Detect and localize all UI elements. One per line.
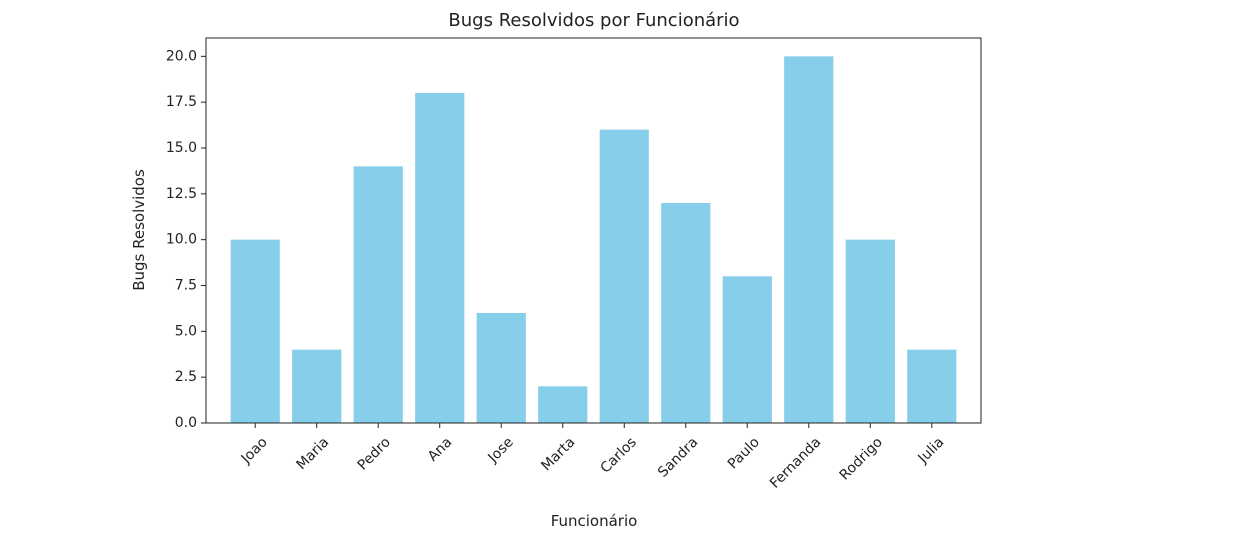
x-tick-label: Paulo — [725, 434, 763, 472]
y-tick-label: 5.0 — [175, 323, 197, 339]
y-tick-label: 20.0 — [166, 48, 197, 64]
bar — [722, 276, 772, 423]
bar — [476, 313, 526, 423]
axes-frame — [205, 37, 982, 424]
x-tick-label: Carlos — [598, 434, 640, 476]
x-tick-label: Fernanda — [767, 434, 824, 491]
bar — [599, 129, 649, 423]
y-tick-label: 0.0 — [175, 415, 197, 431]
x-tick-label: Maria — [294, 434, 333, 473]
x-tick-label: Marta — [538, 434, 578, 474]
y-axis-label: Bugs Resolvidos — [130, 169, 148, 291]
bar — [784, 56, 834, 423]
x-tick-label: Sandra — [655, 434, 701, 480]
bar — [292, 349, 342, 423]
x-tick-label: Julia — [915, 434, 948, 467]
chart-title: Bugs Resolvidos por Funcionário — [448, 10, 739, 31]
x-tick-label: Joao — [238, 434, 271, 467]
x-tick-label: Rodrigo — [837, 434, 886, 483]
y-tick-label: 10.0 — [166, 232, 197, 248]
bar — [845, 239, 895, 423]
y-tick-label: 15.0 — [166, 140, 197, 156]
bar — [538, 386, 588, 423]
x-axis-label: Funcionário — [551, 512, 638, 530]
plot-area: Joao Maria Pedro Ana Jose Marta Carlos Sandra Pa… — [166, 37, 982, 492]
bar — [353, 166, 403, 424]
x-tick-label: Jose — [485, 434, 517, 466]
bar — [907, 349, 957, 423]
x-tick-label: Pedro — [355, 434, 394, 473]
bar — [230, 239, 280, 423]
bar — [661, 203, 711, 423]
y-tick-label: 2.5 — [175, 369, 197, 385]
x-tick-label: Ana — [425, 434, 455, 464]
y-tick-label: 7.5 — [175, 278, 197, 294]
bar — [415, 93, 465, 423]
y-tick-label: 17.5 — [166, 94, 197, 110]
y-tick-label: 12.5 — [166, 186, 197, 202]
